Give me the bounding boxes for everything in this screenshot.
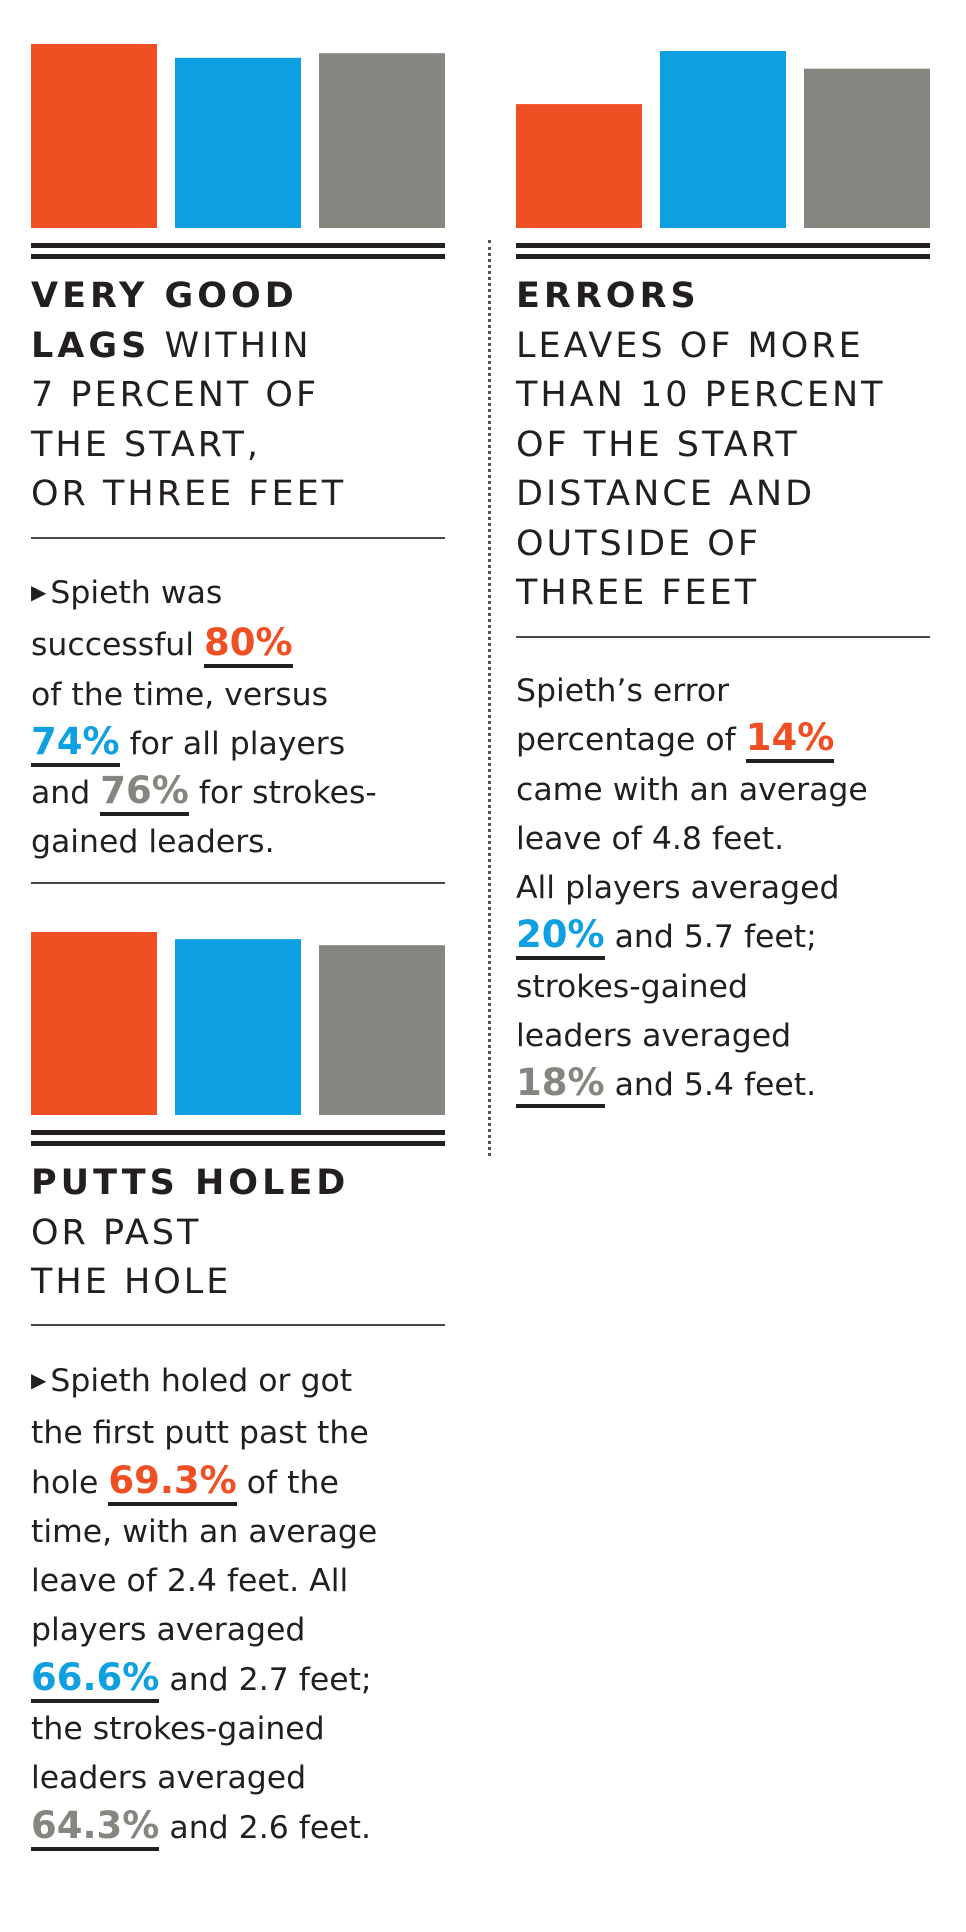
putts-double-rule xyxy=(31,1130,445,1146)
errors-heading-line-3: THAN 10 PERCENT xyxy=(516,375,886,415)
putts-heading: PUTTS HOLED OR PAST THE HOLE xyxy=(31,1159,349,1308)
putts-description: ▶ Spieth holed or got the first putt past… xyxy=(31,1357,377,1853)
bar-spieth xyxy=(31,44,157,228)
errors-text-5: All players averaged xyxy=(516,870,840,907)
bullet-triangle-icon: ▶ xyxy=(31,1368,47,1392)
errors-text-9: and 5.4 feet. xyxy=(604,1067,817,1104)
putts-rule xyxy=(31,1324,445,1326)
bullet-triangle-icon: ▶ xyxy=(31,580,47,604)
putts-leaders-pct: 64.3% xyxy=(31,1803,160,1851)
lags-heading-line-3: 7 PERCENT OF xyxy=(31,375,320,415)
errors-leaders-pct: 18% xyxy=(516,1061,605,1109)
lags-heading: VERY GOOD LAGS WITHIN 7 PERCENT OF THE S… xyxy=(31,272,346,520)
errors-text-8: leaders averaged xyxy=(516,1018,792,1055)
putts-text-3b: of the xyxy=(236,1464,339,1501)
errors-heading-line-2: LEAVES OF MORE xyxy=(516,325,864,366)
putts-bar-chart-svg xyxy=(31,932,445,1115)
lags-heading-line-4: THE START, xyxy=(31,424,262,465)
putts-bar-chart xyxy=(31,932,445,1115)
errors-text-3: came with an average xyxy=(516,771,868,808)
errors-text-4: leave of 4.8 feet. xyxy=(516,820,785,857)
lags-text-4: for all players xyxy=(119,725,346,762)
putts-text-7: and 2.7 feet; xyxy=(159,1661,372,1698)
lags-text-5b: for strokes- xyxy=(188,775,377,812)
lags-text-6: gained leaders. xyxy=(31,824,275,861)
errors-double-rule xyxy=(516,243,930,259)
lags-heading-line-5: OR THREE FEET xyxy=(31,474,347,514)
errors-spieth-pct: 14% xyxy=(745,716,835,764)
errors-description: Spieth’s error percentage of 14% came wi… xyxy=(516,667,868,1111)
putts-heading-line-3: THE HOLE xyxy=(31,1262,232,1302)
lags-bar-chart xyxy=(31,44,445,229)
bar-all-players xyxy=(175,939,301,1115)
lags-text-1: Spieth was xyxy=(50,575,223,611)
lags-bar-chart-svg xyxy=(31,44,445,229)
putts-text-8: the strokes-gained xyxy=(31,1711,325,1748)
bar-leaders xyxy=(319,945,445,1115)
lags-rule-top xyxy=(31,537,445,539)
lags-text-2: successful xyxy=(31,627,205,664)
errors-heading-bold: ERRORS xyxy=(516,276,700,316)
errors-bar-chart xyxy=(516,51,930,228)
putts-text-2: the first putt past the xyxy=(31,1415,369,1452)
errors-heading-line-4: OF THE START xyxy=(516,424,800,465)
lags-spieth-pct: 80% xyxy=(204,621,293,669)
bar-spieth xyxy=(31,932,157,1115)
lags-rule-bottom xyxy=(31,882,445,884)
errors-text-6: and 5.7 feet; xyxy=(604,919,817,956)
bar-all-players xyxy=(175,57,301,228)
bar-spieth xyxy=(516,104,642,228)
putts-text-10: and 2.6 feet. xyxy=(159,1809,371,1846)
errors-text-7: strokes-gained xyxy=(516,968,748,1005)
lags-heading-bold-2: LAGS xyxy=(31,325,151,366)
errors-text-1: Spieth’s error xyxy=(516,673,730,709)
errors-heading-line-6: OUTSIDE OF xyxy=(516,523,761,564)
lags-text-3: of the time, versus xyxy=(31,676,329,713)
errors-rule xyxy=(516,636,930,638)
putts-text-9: leaders averaged xyxy=(31,1760,307,1797)
putts-text-5: leave of 2.4 feet. All xyxy=(31,1563,349,1600)
lags-all-players-pct: 74% xyxy=(31,719,120,767)
bar-all-players xyxy=(660,51,786,228)
errors-text-2: percentage of xyxy=(516,722,746,759)
bar-leaders xyxy=(804,68,930,228)
errors-heading-line-7: THREE FEET xyxy=(516,573,760,613)
lags-heading-bold-1: VERY GOOD xyxy=(31,276,298,316)
putts-heading-bold: PUTTS HOLED xyxy=(31,1163,350,1203)
lags-double-rule xyxy=(31,243,445,259)
lags-text-5a: and xyxy=(31,775,101,812)
column-divider xyxy=(488,240,491,1156)
errors-heading-line-5: DISTANCE AND xyxy=(516,474,816,514)
lags-leaders-pct: 76% xyxy=(100,769,189,817)
lags-description: ▶ Spieth was successful 80% of the time, … xyxy=(31,569,377,868)
putts-text-3a: hole xyxy=(31,1464,109,1501)
putts-spieth-pct: 69.3% xyxy=(108,1458,237,1506)
lags-heading-rest-2: WITHIN xyxy=(150,325,312,366)
putts-all-players-pct: 66.6% xyxy=(31,1655,160,1703)
errors-heading: ERRORS LEAVES OF MORE THAN 10 PERCENT OF… xyxy=(516,272,886,619)
errors-all-players-pct: 20% xyxy=(516,913,605,961)
errors-bar-chart-svg xyxy=(516,51,930,228)
putts-text-6: players averaged xyxy=(31,1612,306,1649)
putts-text-4: time, with an average xyxy=(31,1513,378,1550)
putts-heading-line-2: OR PAST xyxy=(31,1212,202,1253)
putts-text-1: Spieth holed or got xyxy=(50,1363,353,1399)
bar-leaders xyxy=(319,53,445,229)
